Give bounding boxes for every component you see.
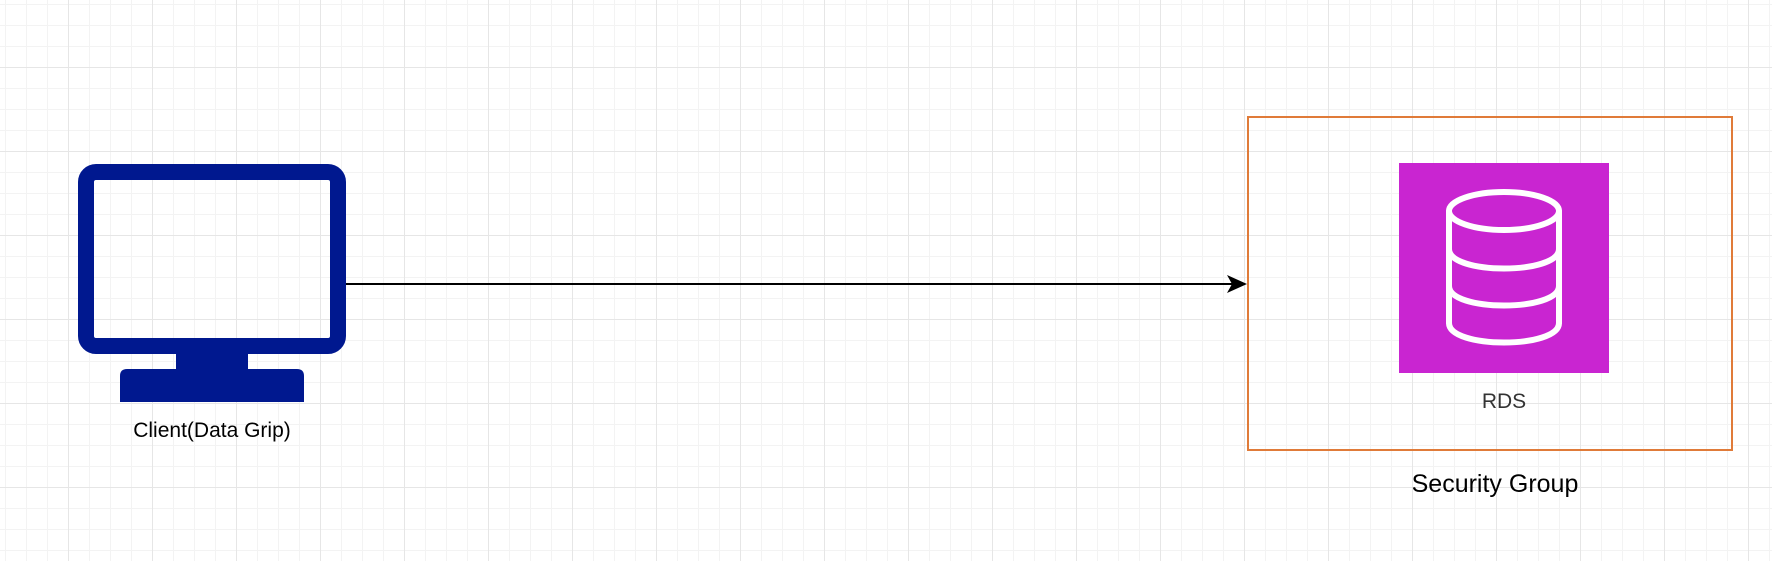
database-icon: [1446, 189, 1562, 346]
security-group-box: [1247, 116, 1733, 451]
rds-label: RDS: [1481, 390, 1527, 413]
rds-tile: [1399, 163, 1609, 373]
monitor-icon: [78, 164, 346, 402]
security-group-label: Security Group: [1411, 470, 1579, 498]
client-label: Client(Data Grip): [133, 419, 291, 442]
